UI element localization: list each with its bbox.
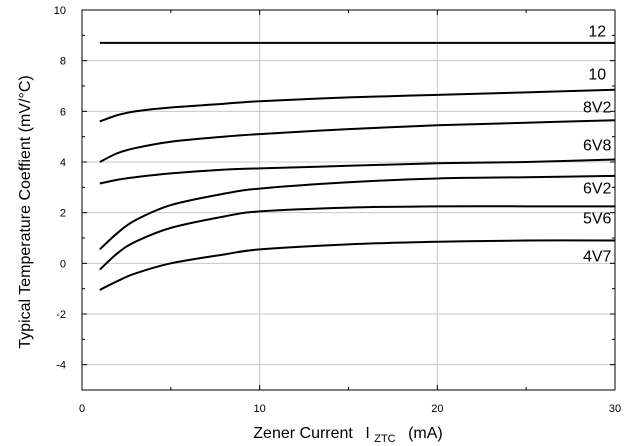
y-tick-label: -4 — [56, 360, 66, 372]
x-tick-label: 20 — [431, 403, 443, 415]
series-line-6v8 — [99, 158, 616, 185]
series-line-8v2 — [99, 119, 616, 163]
series-label-6v8: 6V8 — [583, 137, 612, 154]
x-axis-title-subscript: ZTC — [374, 433, 395, 445]
x-tick-label: 0 — [79, 403, 85, 415]
x-tick-label: 10 — [254, 403, 266, 415]
axis-ticks: -4 -2 0 2 4 6 8 10 0 10 20 30 — [54, 5, 621, 415]
series-label-8v2: 8V2 — [583, 99, 612, 116]
series-label-6v2: 6V2 — [583, 180, 612, 197]
series-line-6v2 — [99, 174, 616, 251]
x-axis-title-unit: (mA) — [408, 425, 443, 442]
x-tick-label: 30 — [609, 403, 621, 415]
x-axis-title-symbol: I — [365, 425, 369, 442]
x-axis-title-main: Zener Current — [253, 425, 353, 442]
x-axis-title: Zener Current I ZTC (mA) — [253, 425, 442, 446]
series-line-5v6 — [99, 205, 615, 271]
series-label-10: 10 — [588, 66, 606, 83]
y-tick-label: 0 — [60, 258, 66, 270]
y-tick-label: 6 — [60, 106, 66, 118]
y-tick-label: 8 — [60, 56, 66, 68]
series-label-4v7: 4V7 — [583, 249, 612, 266]
y-tick-label: 4 — [60, 157, 66, 169]
series-line-10 — [99, 88, 616, 123]
series-lines — [99, 41, 616, 291]
y-axis-title: Typical Temperature Coeffient (mV/°C) — [17, 75, 34, 348]
series-labels: 12 10 8V2 6V8 6V2 5V6 4V7 — [583, 23, 612, 265]
series-label-5v6: 5V6 — [583, 211, 612, 228]
series-label-12: 12 — [588, 23, 606, 40]
y-tick-label: -2 — [56, 309, 66, 321]
series-line-4v7 — [99, 239, 616, 291]
y-tick-label: 10 — [54, 5, 66, 17]
y-tick-label: 2 — [60, 208, 66, 220]
